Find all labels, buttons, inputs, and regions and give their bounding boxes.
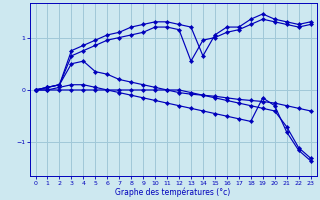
X-axis label: Graphe des températures (°c): Graphe des températures (°c) xyxy=(116,187,231,197)
